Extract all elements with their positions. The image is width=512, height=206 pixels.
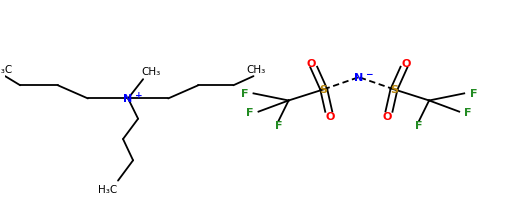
Text: N: N: [354, 73, 364, 83]
Text: S: S: [390, 85, 398, 95]
Text: O: O: [326, 111, 335, 121]
Text: H₃C: H₃C: [98, 184, 118, 194]
Text: F: F: [246, 107, 253, 117]
Text: F: F: [470, 89, 477, 99]
Text: F: F: [275, 120, 282, 130]
Text: CH₃: CH₃: [246, 65, 266, 75]
Text: +: +: [135, 91, 142, 100]
Text: O: O: [383, 111, 392, 121]
Text: S: S: [319, 85, 328, 95]
Text: F: F: [464, 107, 472, 117]
Text: O: O: [307, 58, 316, 68]
Text: F: F: [241, 89, 248, 99]
Text: F: F: [415, 120, 423, 130]
Text: CH₃: CH₃: [141, 67, 160, 77]
Text: O: O: [402, 58, 411, 68]
Text: H₃C: H₃C: [0, 65, 12, 75]
Text: −: −: [365, 70, 373, 79]
Text: N: N: [123, 94, 133, 104]
